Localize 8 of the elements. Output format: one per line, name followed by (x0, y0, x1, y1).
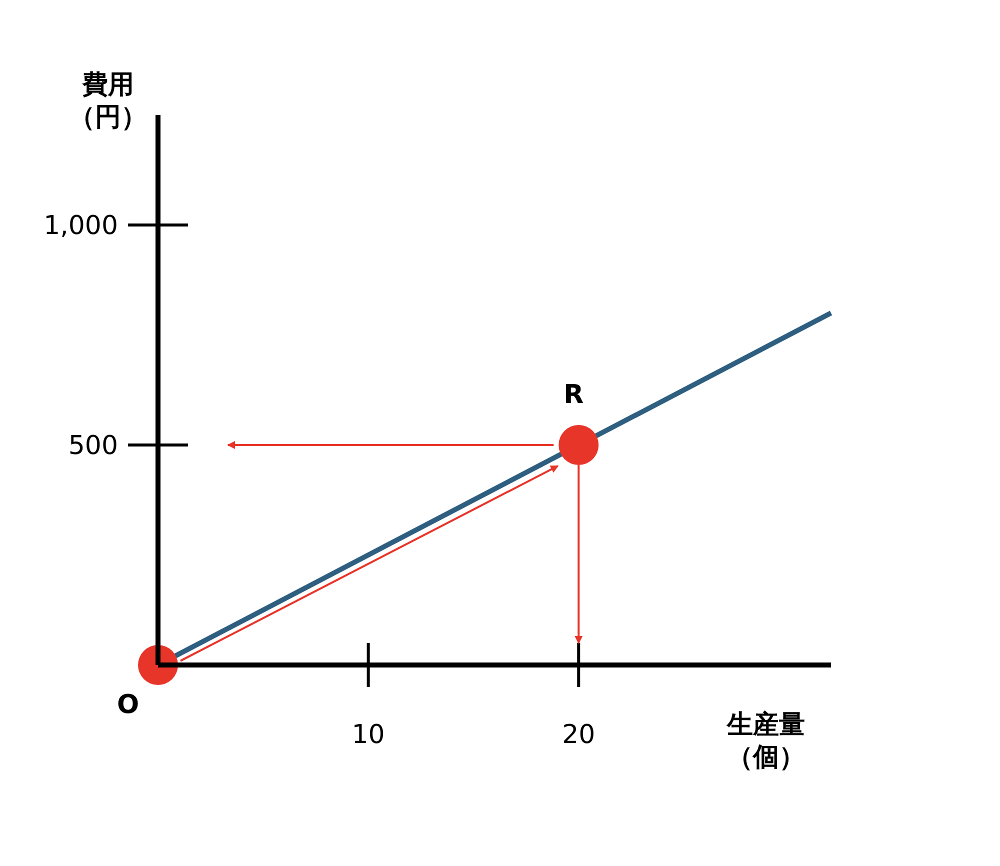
annotation: R (564, 380, 584, 410)
annotation: O (116, 690, 140, 720)
x-axis-title: 生産量（個） (726, 710, 805, 772)
y-tick-label: 500 (68, 431, 118, 461)
y-axis-title: 費用（円） (69, 70, 147, 132)
x-tick-label: 10 (352, 720, 385, 750)
y-tick-label: 1,000 (44, 211, 118, 241)
x-tick-label: 20 (562, 720, 596, 750)
